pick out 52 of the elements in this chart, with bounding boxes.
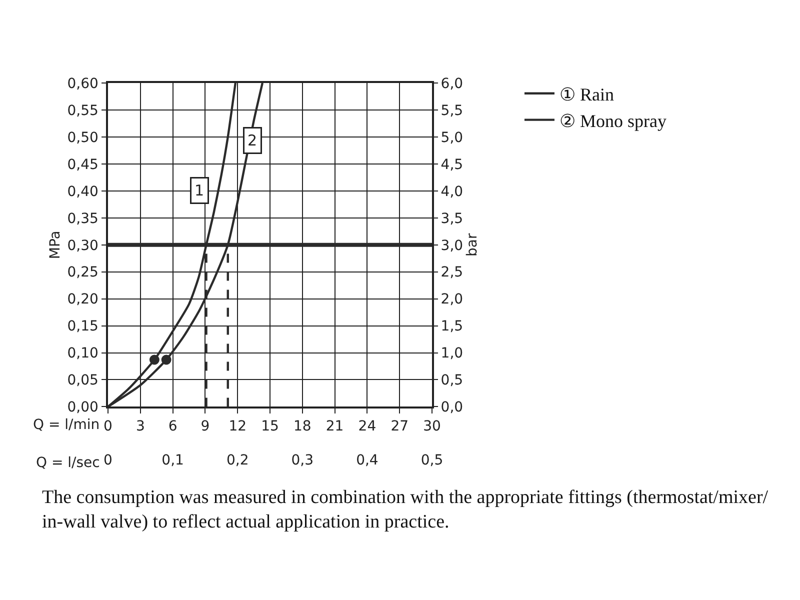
annotation: 2 (248, 132, 258, 150)
x2-tick-label: 0,3 (291, 452, 314, 469)
annotation: 1 (194, 182, 204, 200)
y2-tick-label: 3,0 (440, 238, 464, 254)
y2-tick-label: 1,0 (440, 346, 464, 362)
y-tick-label: 0,20 (67, 292, 98, 308)
y-tick-label: 0,25 (67, 264, 98, 281)
y-tick-label: 0,45 (67, 156, 98, 173)
x-tick-label: 0 (104, 418, 112, 434)
y-tick-label: 0,10 (67, 346, 98, 362)
y-tick-label: 0,30 (67, 238, 98, 254)
x2-tick-label: 0,4 (356, 452, 378, 469)
x-tick-label: 18 (293, 418, 312, 434)
y2-tick-label: 3,5 (440, 210, 464, 227)
y2-tick-label: 1,5 (440, 318, 464, 335)
x-tick-label: 6 (168, 418, 178, 434)
y-tick-label: 0,00 (67, 400, 98, 416)
y-axis-title: MPa (47, 230, 64, 260)
x2-tick-label: 0,5 (420, 452, 444, 469)
y2-tick-label: 0,5 (440, 372, 464, 389)
y-tick-label: 0,60 (67, 76, 98, 92)
legend-label: ① Rain (559, 84, 614, 104)
y-tick-label: 0,40 (67, 184, 98, 200)
y2-tick-label: 5,0 (440, 130, 464, 146)
y2-tick-label: 2,5 (440, 264, 464, 281)
x-tick-label: 12 (228, 418, 247, 434)
y-tick-label: 0,35 (67, 210, 98, 227)
y-tick-label: 0,05 (67, 372, 98, 389)
y2-axis-title: bar (464, 233, 480, 256)
y2-tick-label: 6,0 (440, 76, 464, 92)
x-tick-label: 9 (200, 418, 210, 434)
x-tick-label: 21 (326, 418, 344, 434)
x-tick-label: 3 (136, 418, 145, 434)
x2-tick-label: 0,1 (162, 452, 184, 469)
x2-tick-label: 0,2 (226, 452, 249, 469)
x-tick-label: 27 (390, 418, 409, 434)
x2-tick-label: 0 (104, 452, 112, 469)
y2-tick-label: 4,5 (440, 156, 464, 173)
y2-tick-label: 4,0 (440, 184, 464, 200)
x-tick-label: 24 (358, 418, 376, 434)
y-tick-label: 0,55 (67, 102, 98, 119)
y2-tick-label: 2,0 (440, 292, 464, 308)
y-tick-label: 0,50 (67, 130, 98, 146)
x-tick-label: 15 (261, 418, 279, 434)
y2-tick-label: 0,0 (440, 400, 464, 416)
legend-label: ② Mono spray (559, 110, 666, 131)
x-tick-label: 30 (423, 418, 441, 434)
y-tick-label: 0,15 (67, 318, 98, 335)
x-axis-title: Q = l/min (33, 417, 100, 433)
x2-axis-title: Q = l/sec (36, 455, 100, 471)
y2-tick-label: 5,5 (440, 102, 464, 119)
text: The consumption was measured in combination with the appropriate fittings (thermostat/mixer/ in-wall valve) to reflect actual application in practice. (42, 487, 769, 533)
